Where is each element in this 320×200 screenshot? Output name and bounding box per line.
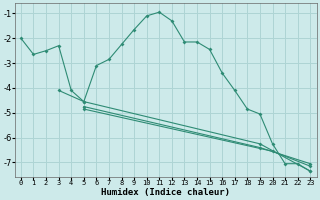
X-axis label: Humidex (Indice chaleur): Humidex (Indice chaleur) bbox=[101, 188, 230, 197]
